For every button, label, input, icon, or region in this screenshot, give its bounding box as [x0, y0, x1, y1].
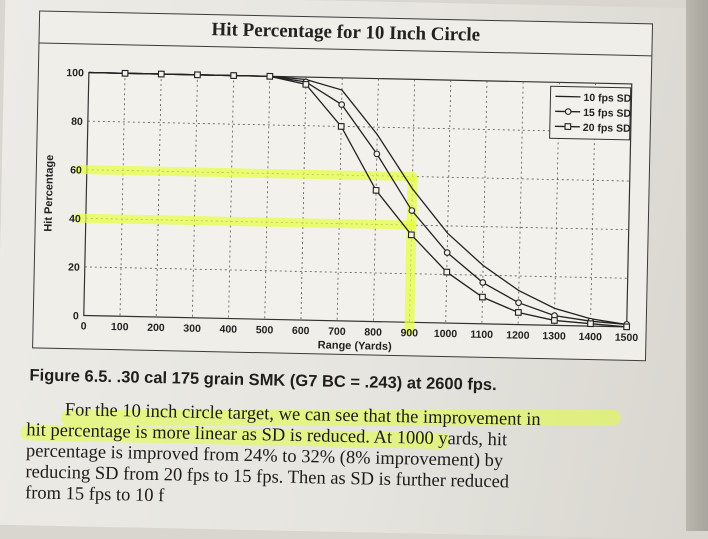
data-point	[266, 72, 274, 80]
x-axis-title: Range (Yards)	[318, 339, 393, 353]
legend-marker	[564, 108, 572, 115]
y-axis-title: Hit Percentage	[43, 155, 57, 232]
data-point	[408, 207, 416, 214]
page-edge	[686, 0, 708, 531]
y-tick-label: 80	[71, 116, 83, 128]
x-tick-label: 0	[81, 320, 87, 332]
legend-label: 10 fps SD	[583, 92, 632, 105]
legend-marker	[564, 123, 572, 130]
data-point	[338, 101, 346, 108]
y-tick-label: 60	[70, 164, 82, 176]
data-point	[373, 150, 381, 158]
x-tick-label: 1000	[434, 328, 458, 340]
x-tick-label: 1200	[506, 329, 530, 341]
grid-line-x	[300, 77, 307, 321]
x-tick-label: 800	[364, 326, 382, 338]
grid-line-x	[155, 74, 162, 318]
x-tick-label: 1500	[615, 332, 639, 344]
data-point	[157, 70, 165, 78]
legend-label: 20 fps SD	[583, 122, 632, 135]
data-point	[479, 293, 486, 301]
grid-line-x	[517, 81, 524, 325]
data-point	[121, 69, 129, 77]
x-tick-label: 1400	[578, 331, 602, 343]
grid-line-x	[228, 75, 235, 319]
y-tick-label: 0	[73, 310, 79, 322]
plot-area	[83, 71, 633, 328]
series-line	[88, 71, 627, 328]
grid-line-y	[84, 266, 628, 279]
highlight-line	[73, 213, 417, 230]
data-point	[372, 186, 380, 194]
data-point	[550, 317, 558, 324]
data-point	[443, 268, 451, 276]
x-tick-label: 1300	[542, 330, 566, 342]
y-tick-label: 100	[66, 67, 84, 79]
y-tick-label: 20	[68, 262, 80, 274]
data-point	[302, 80, 310, 88]
x-tick-label: 600	[292, 325, 310, 337]
legend-label: 15 fps SD	[583, 107, 632, 120]
grid-line-x	[264, 76, 271, 320]
x-tick-label: 400	[219, 323, 237, 335]
body-paragraph: For the 10 inch circle target, we can se…	[25, 399, 667, 517]
x-tick-label: 100	[111, 321, 129, 333]
highlight-line	[404, 176, 418, 335]
data-point	[587, 320, 594, 328]
x-tick-label: 700	[328, 326, 346, 338]
x-tick-label: 200	[147, 322, 165, 334]
grid-line-x	[119, 73, 126, 317]
legend-line	[555, 95, 581, 98]
x-tick-label: 1100	[470, 329, 493, 341]
data-point	[407, 231, 415, 239]
data-point	[337, 123, 345, 130]
grid-line-x	[191, 74, 198, 318]
grid-line-x	[336, 77, 343, 321]
figure-frame: Hit Percentage for 10 Inch Circle 0 20 40 6…	[32, 10, 654, 362]
highlight-line	[74, 165, 418, 182]
y-tick-label: 40	[69, 213, 81, 225]
data-point	[230, 72, 238, 79]
grid-line-x	[445, 80, 452, 324]
x-tick-label: 300	[183, 323, 201, 335]
grid-line-x	[372, 78, 379, 322]
data-point	[514, 309, 522, 316]
grid-line-x	[481, 80, 488, 324]
data-point	[443, 249, 451, 256]
data-point	[623, 323, 631, 331]
x-tick-label: 500	[256, 324, 274, 336]
figure-caption: Figure 6.5. .30 cal 175 grain SMK (G7 BC…	[29, 366, 497, 395]
data-point	[515, 299, 522, 307]
data-point	[194, 71, 201, 79]
x-tick-label: 900	[400, 327, 418, 339]
grid-line-y	[87, 120, 631, 133]
data-point	[479, 279, 487, 286]
